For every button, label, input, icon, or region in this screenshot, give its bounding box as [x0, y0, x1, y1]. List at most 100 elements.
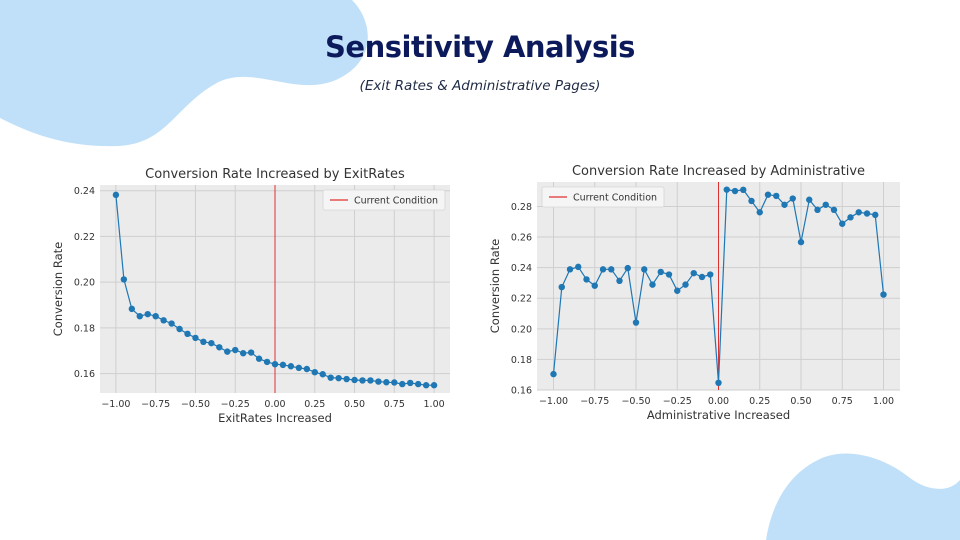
- x-axis-label: Administrative Increased: [647, 408, 790, 422]
- chart-title: Conversion Rate Increased by Administrat…: [572, 164, 865, 179]
- data-point: [247, 349, 255, 356]
- x-tick-label: 0.50: [790, 396, 811, 407]
- data-point: [608, 266, 615, 273]
- data-point: [303, 365, 311, 373]
- data-point: [168, 320, 175, 327]
- data-point: [740, 186, 747, 193]
- data-point: [160, 317, 167, 324]
- data-point: [855, 209, 862, 216]
- data-point: [632, 319, 640, 326]
- data-point: [208, 339, 215, 347]
- x-tick-label: −0.75: [580, 396, 609, 407]
- data-point: [558, 283, 565, 291]
- data-point: [224, 348, 231, 355]
- x-tick-label: −1.00: [101, 399, 130, 410]
- data-point: [698, 273, 706, 281]
- data-point: [616, 277, 623, 284]
- y-tick-label: 0.20: [511, 324, 532, 335]
- data-point: [847, 214, 854, 221]
- data-point: [176, 325, 183, 333]
- data-point: [279, 361, 287, 369]
- data-point: [263, 358, 271, 366]
- data-point: [781, 201, 788, 208]
- x-tick-label: −0.25: [663, 396, 692, 407]
- legend-box: [322, 189, 446, 211]
- data-point: [880, 291, 887, 298]
- data-point: [327, 374, 334, 381]
- data-point: [789, 195, 796, 202]
- data-point: [624, 264, 631, 272]
- data-point: [839, 220, 846, 227]
- data-point: [872, 211, 879, 219]
- legend-box: [541, 186, 665, 208]
- chart-title: Conversion Rate Increased by ExitRates: [145, 167, 405, 182]
- data-point: [255, 355, 263, 362]
- x-tick-label: 0.50: [344, 399, 365, 410]
- data-point: [128, 305, 136, 313]
- data-point: [287, 363, 295, 370]
- y-axis-label: Conversion Rate: [51, 242, 65, 337]
- data-point: [414, 380, 422, 388]
- legend-label: Current Condition: [573, 193, 657, 204]
- y-axis-label: Conversion Rate: [488, 239, 502, 334]
- data-point: [152, 313, 159, 320]
- data-point: [707, 271, 714, 278]
- y-tick-label: 0.26: [511, 233, 532, 244]
- legend: Current Condition: [322, 189, 446, 211]
- data-point: [335, 374, 342, 382]
- data-point: [295, 364, 303, 372]
- data-point: [136, 313, 143, 320]
- data-point: [430, 382, 438, 389]
- x-tick-label: 0.25: [749, 396, 770, 407]
- data-point: [575, 263, 582, 271]
- slide-subtitle: (Exit Rates & Administrative Pages): [359, 78, 601, 94]
- data-point: [271, 361, 279, 368]
- data-point: [814, 206, 821, 214]
- blob-top-shape: [0, 0, 368, 147]
- data-point: [407, 379, 414, 387]
- y-tick-label: 0.24: [511, 263, 532, 274]
- decorative-blob-top: [0, 0, 368, 147]
- x-tick-label: −1.00: [539, 396, 568, 407]
- x-tick-label: 0.75: [384, 399, 405, 410]
- x-tick-label: 0.00: [264, 399, 285, 410]
- data-point: [863, 210, 871, 217]
- data-point: [239, 350, 247, 357]
- x-tick-label: 0.00: [708, 396, 729, 407]
- data-point: [120, 276, 128, 283]
- x-axis-label: ExitRates Increased: [218, 411, 332, 425]
- data-point: [184, 330, 191, 337]
- data-point: [806, 196, 813, 203]
- data-point: [682, 281, 689, 288]
- data-point: [797, 238, 805, 246]
- data-point: [367, 377, 374, 384]
- data-point: [830, 206, 838, 214]
- data-point: [319, 371, 326, 378]
- x-tick-label: 0.75: [832, 396, 853, 407]
- data-point: [748, 197, 755, 205]
- data-point: [550, 370, 557, 378]
- y-tick-label: 0.24: [74, 186, 95, 197]
- data-point: [756, 209, 763, 216]
- data-point: [649, 281, 656, 288]
- x-tick-label: 1.00: [873, 396, 894, 407]
- x-tick-label: −0.25: [221, 399, 250, 410]
- chart-administrative: −1.00 −0.75 −0.50 −0.25 0.00 0.25 0.50 0.75 1.00…: [488, 164, 900, 422]
- data-point: [192, 334, 199, 342]
- data-point: [351, 376, 358, 384]
- blob-bottom-shape: [766, 453, 960, 540]
- data-point: [391, 379, 398, 386]
- data-point: [764, 191, 772, 198]
- data-point: [723, 186, 730, 193]
- chart-exitrates: −1.00 −0.75 −0.50 −0.25 0.00 0.25 0.50 0.75 1.00…: [51, 167, 450, 425]
- data-point: [375, 378, 382, 385]
- x-tick-label: −0.50: [181, 399, 210, 410]
- data-point: [144, 310, 151, 318]
- y-tick-label: 0.16: [511, 386, 532, 397]
- x-tick-label: −0.75: [141, 399, 170, 410]
- y-tick-label: 0.22: [511, 294, 532, 305]
- data-point: [591, 282, 598, 289]
- data-point: [657, 268, 664, 276]
- data-point: [665, 271, 673, 278]
- data-point: [359, 377, 366, 384]
